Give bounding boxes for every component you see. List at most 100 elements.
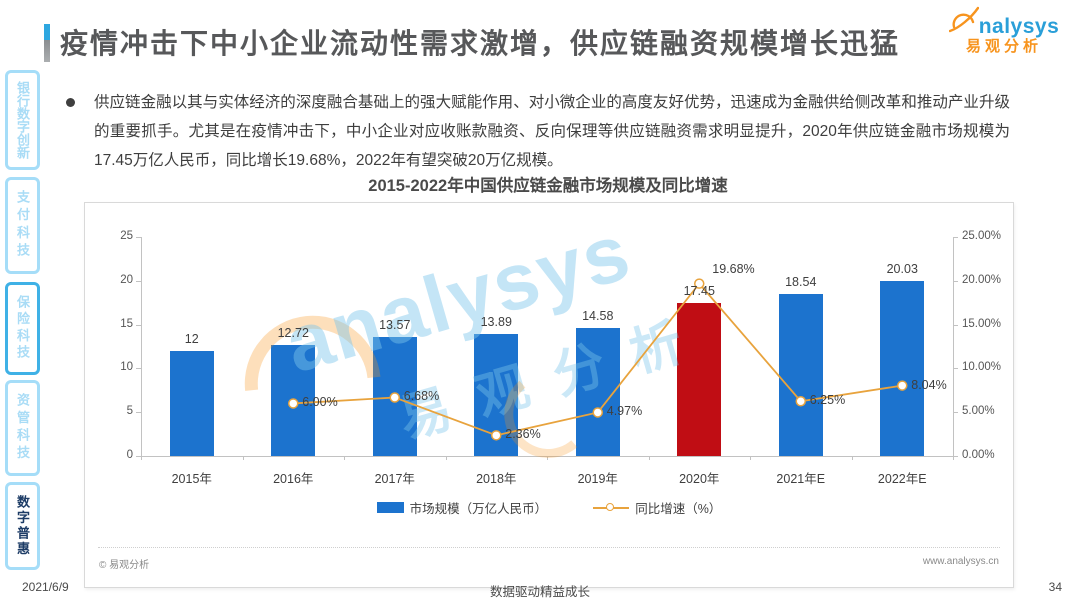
- chart-legend: 市场规模（万亿人民币） 同比增速（%）: [85, 498, 1013, 517]
- y-tick-label-right: 15.00%: [962, 317, 1002, 330]
- x-axis-label: 2022年E: [877, 472, 927, 486]
- y-tick-label-right: 25.00%: [962, 230, 1002, 242]
- x-tick: [445, 456, 447, 460]
- y-tick-right: [953, 324, 958, 326]
- card-divider: [98, 547, 1000, 548]
- sidebar-tab-label: 资管科技: [15, 393, 30, 463]
- page-title: 疫情冲击下中小企业流动性需求激增，供应链融资规模增长迅猛: [60, 28, 901, 59]
- analysys-logo: nalysys 易观分析: [938, 6, 1070, 54]
- bar-value-label: 13.89: [480, 315, 512, 330]
- y-tick-label-left: 0: [126, 449, 133, 461]
- x-tick: [953, 456, 954, 460]
- legend-bar-swatch: [376, 502, 404, 513]
- y-tick-label-right: 0.00%: [962, 449, 995, 461]
- y-axis-left: [141, 237, 142, 456]
- sidebar-tab-label: 银行数字创新: [15, 81, 30, 159]
- legend-label: 市场规模（万亿人民币）: [409, 502, 548, 516]
- line-point: [897, 380, 908, 391]
- y-tick-label-left: 20: [120, 273, 133, 286]
- x-axis-label: 2016年: [273, 472, 314, 486]
- bar-value-label: 12.72: [277, 325, 309, 340]
- logo-swoosh-icon: [948, 6, 979, 37]
- bullet-icon: [66, 98, 75, 107]
- bar-value-label: 17.45: [683, 284, 715, 299]
- growth-value-label: 19.68%: [712, 261, 755, 276]
- summary-paragraph: 供应链金融以其与实体经济的深度融合基础上的强大赋能作用、对小微企业的高度友好优势…: [94, 94, 1010, 169]
- sidebar-tab-保险科技[interactable]: 保险科技: [5, 282, 40, 375]
- y-tick-label-right: 10.00%: [962, 361, 1002, 374]
- y-tick-label-right: 5.00%: [962, 405, 995, 418]
- growth-line-chart: [288, 278, 908, 441]
- y-tick-left: [136, 324, 141, 326]
- line-point: [389, 392, 400, 403]
- logo-wordmark: nalysys: [978, 15, 1060, 38]
- y-tick-right: [953, 412, 958, 414]
- bar-2020年: [677, 303, 722, 456]
- copyright-text: © 易观分析: [99, 560, 150, 571]
- growth-value-label: 6.68%: [403, 389, 440, 404]
- chart-plot-area: 0 5 10 15 20 25 0.00% 5.00% 10.00% 15.00% 20.00% 25…: [85, 203, 1013, 587]
- y-tick-label-left: 5: [126, 405, 133, 418]
- y-tick-label-right: 20.00%: [962, 273, 1002, 286]
- bar-2015年: [169, 350, 214, 456]
- legend-item-growth: 同比增速（%）: [593, 498, 721, 517]
- bar-value-label: 12: [184, 331, 199, 346]
- logo-chinese-name: 易观分析: [965, 38, 1042, 55]
- x-axis-label: 2020年: [679, 472, 720, 486]
- x-tick: [648, 456, 650, 460]
- chart-title: 2015-2022年中国供应链金融市场规模及同比增速: [368, 177, 728, 195]
- chart-card: analysys 易观分析 0 5 10 15 20 25 0.00% 5.00% 10.00%…: [84, 202, 1014, 588]
- footer-date: 2021/6/9: [22, 580, 69, 594]
- y-tick-label-left: 25: [120, 230, 133, 242]
- y-tick-right: [953, 280, 958, 282]
- growth-value-label: 6.00%: [302, 395, 338, 410]
- legend-line-marker: [606, 503, 615, 511]
- bar-2022年E: [880, 280, 925, 456]
- x-tick: [141, 456, 142, 460]
- bar-value-label: 18.54: [785, 274, 817, 289]
- x-tick: [242, 456, 244, 460]
- x-tick: [547, 456, 548, 460]
- footer-slogan: 数据驱动精益成长: [489, 585, 590, 599]
- sidebar-tab-资管科技[interactable]: 资管科技: [5, 380, 40, 476]
- y-tick-right: [953, 368, 958, 370]
- y-tick-left: [136, 280, 141, 282]
- growth-value-label: 2.36%: [505, 427, 541, 442]
- sidebar-tab-label: 保险科技: [15, 295, 30, 362]
- x-tick: [344, 456, 345, 460]
- bar-2021年E: [778, 293, 823, 456]
- x-tick: [851, 456, 853, 460]
- y-tick-left: [136, 237, 141, 238]
- growth-value-label: 8.04%: [911, 377, 947, 392]
- y-tick-right: [953, 237, 958, 238]
- line-point: [592, 407, 603, 418]
- y-tick-label-left: 10: [120, 361, 133, 374]
- website-url: www.analysys.cn: [922, 556, 999, 567]
- x-axis-label: 2019年: [577, 472, 618, 486]
- sidebar-tab-数字普惠[interactable]: 数字普惠: [5, 482, 40, 570]
- line-point: [288, 398, 299, 409]
- growth-value-label: 4.97%: [606, 404, 643, 419]
- line-point: [694, 278, 705, 289]
- y-tick-label-left: 15: [120, 317, 133, 330]
- growth-value-label: 6.25%: [809, 393, 846, 408]
- y-tick-left: [136, 412, 141, 414]
- bar-2019年: [575, 328, 620, 456]
- line-point: [795, 396, 806, 407]
- y-axis-right: [953, 237, 954, 456]
- y-tick-left: [136, 456, 141, 457]
- line-point: [491, 430, 502, 441]
- bar-value-label: 20.03: [886, 261, 918, 276]
- y-tick-right: [953, 456, 958, 457]
- card-footer: © 易观分析 www.analysys.cn: [99, 556, 999, 571]
- y-tick-left: [136, 368, 141, 370]
- x-tick: [750, 456, 751, 460]
- legend-line-swatch: [593, 503, 630, 511]
- sidebar-tab-银行数字创新[interactable]: 银行数字创新: [5, 70, 40, 170]
- sidebar-tab-支付科技[interactable]: 支付科技: [5, 177, 40, 274]
- title-accent-bar: [44, 24, 50, 62]
- x-axis-label: 2017年: [374, 472, 415, 486]
- sidebar-tab-label: 数字普惠: [15, 495, 30, 557]
- sidebar-tab-label: 支付科技: [15, 190, 30, 261]
